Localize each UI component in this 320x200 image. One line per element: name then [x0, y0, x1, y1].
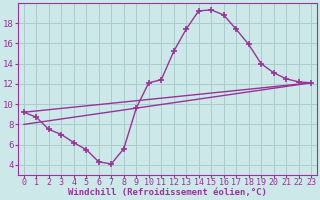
X-axis label: Windchill (Refroidissement éolien,°C): Windchill (Refroidissement éolien,°C)	[68, 188, 267, 197]
